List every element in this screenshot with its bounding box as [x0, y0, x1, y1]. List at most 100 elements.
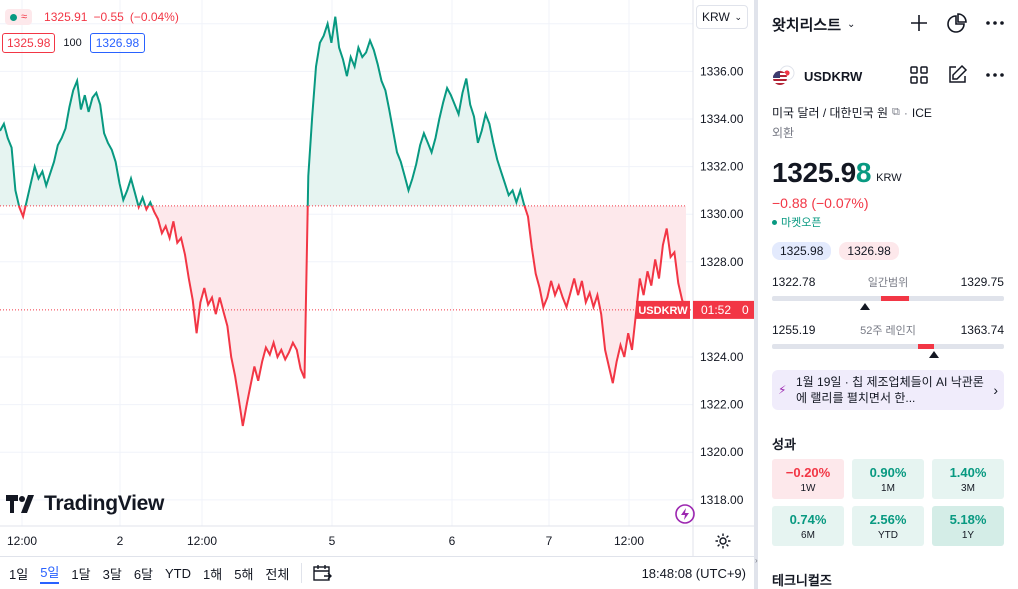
us-kr-flag-icon: [772, 65, 796, 87]
range-button[interactable]: 3달: [97, 557, 128, 589]
symbol-label-bg: [636, 300, 690, 319]
layout-grid-icon[interactable]: [908, 64, 930, 86]
lightning-icon: ⚡: [778, 383, 787, 397]
week52-range-marker-icon: [929, 351, 940, 358]
x-tick-label: 6: [449, 534, 456, 548]
tradingview-logo-icon: [6, 495, 34, 513]
symbol-description-row: 미국 달러 / 대한민국 원 ⧉ · ICE: [772, 104, 932, 121]
chevron-down-icon: ⌄: [847, 18, 856, 30]
day-range-marker-icon: [859, 303, 870, 310]
performance-cell[interactable]: 0.74% 6M: [772, 506, 844, 546]
watchlist-title-button[interactable]: 왓치리스트 ⌄: [772, 14, 1008, 34]
y-tick-label: 1324.00: [700, 350, 744, 364]
market-open-dot-icon: [772, 219, 777, 225]
x-tick-label: 7: [546, 534, 553, 548]
symbol-row: USDKRW: [772, 64, 1006, 88]
performance-value: −0.20%: [785, 464, 831, 480]
week52-range-bar: [772, 344, 1004, 358]
range-label: 1달: [71, 566, 91, 582]
week52-range-low: 1255.19: [772, 323, 816, 337]
countdown-label: 01:52: [701, 303, 731, 317]
exchange-name[interactable]: ICE: [911, 105, 932, 120]
calendar-goto-icon[interactable]: [312, 563, 333, 583]
performance-period: 1M: [881, 482, 895, 494]
range-button[interactable]: 전체: [259, 557, 295, 589]
week52-range-label: 52주 레인지: [860, 325, 916, 337]
y-tick-label: 1328.00: [700, 255, 744, 269]
price-chart[interactable]: 1338.001336.001334.001332.001330.001328.…: [0, 0, 754, 556]
chart-area[interactable]: 1338.001336.001334.001332.001330.001328.…: [0, 0, 754, 556]
more-options-icon[interactable]: [984, 64, 1006, 86]
symbol-label: USDKRW: [638, 305, 688, 317]
buy-button[interactable]: 1326.98: [89, 33, 146, 53]
legend-change: −0.55: [93, 10, 124, 24]
legend-change-pct: (−0.04%): [129, 10, 179, 24]
range-label: 3달: [102, 566, 122, 582]
range-label: 6달: [133, 566, 154, 582]
performance-cell[interactable]: 5.18% 1Y: [932, 506, 1004, 546]
bid-pill: 1325.98: [772, 242, 832, 260]
week52-range: 1255.19 52주 레인지 1363.74: [772, 322, 1004, 358]
performance-period: 1W: [800, 482, 816, 494]
news-card[interactable]: ⚡ 1월 19일 · 칩 제조업체들이 AI 낙관론에 랠리를 펼치면서 한..…: [772, 370, 1004, 410]
day-range-high: 1329.75: [960, 275, 1004, 289]
ask-pill: 1326.98: [839, 242, 899, 260]
range-button[interactable]: 6달: [128, 557, 159, 589]
gear-icon[interactable]: [714, 532, 732, 550]
range-label: 전체: [265, 566, 290, 582]
countdown-label-bg: [693, 300, 754, 319]
performance-cell[interactable]: 1.40% 3M: [932, 459, 1004, 499]
performance-cell[interactable]: 0.90% 1M: [852, 459, 924, 499]
add-symbol-icon[interactable]: [908, 12, 930, 34]
clock-timezone[interactable]: 18:48:08 (UTC+9): [641, 566, 746, 581]
range-button[interactable]: 5해: [228, 557, 259, 589]
x-tick-label: 12:00: [614, 534, 644, 548]
technicals-title[interactable]: 테크니컬즈: [772, 573, 832, 588]
panel-divider[interactable]: [754, 0, 758, 589]
week52-range-high: 1363.74: [960, 323, 1004, 337]
performance-value: 0.90%: [869, 464, 907, 480]
day-range-bar: [772, 296, 1004, 310]
external-link-icon[interactable]: ⧉: [892, 106, 900, 118]
sell-button[interactable]: 1325.98: [2, 33, 56, 53]
x-tick-label: 12:00: [187, 534, 217, 548]
performance-cell[interactable]: −0.20% 1W: [772, 459, 844, 499]
flash-icon[interactable]: [674, 503, 696, 525]
performance-title: 성과: [772, 437, 796, 452]
performance-period: YTD: [878, 529, 898, 541]
tradingview-logo[interactable]: TradingView: [6, 492, 164, 516]
currency-selector[interactable]: KRW ⌄: [696, 5, 748, 29]
price-main: 1325.9: [772, 157, 856, 188]
status-indicator[interactable]: ≈: [5, 9, 33, 25]
bid-ask-panel: 1325.98 100 1326.98: [2, 33, 146, 53]
performance-cell[interactable]: 2.56% YTD: [852, 506, 924, 546]
range-label: 5해: [234, 566, 254, 582]
brand-name: TradingView: [44, 492, 165, 515]
range-button[interactable]: 5일: [34, 557, 65, 589]
range-button[interactable]: 1달: [65, 557, 96, 589]
range-button[interactable]: 1해: [197, 557, 228, 589]
symbol-name[interactable]: USDKRW: [804, 68, 863, 84]
x-tick-label: 2: [117, 534, 124, 548]
range-button[interactable]: 1일: [3, 557, 34, 589]
market-open-dot-icon: [10, 13, 17, 21]
day-range-label: 일간범위: [867, 277, 909, 289]
watchlist-title: 왓치리스트: [772, 16, 842, 34]
pie-chart-icon[interactable]: [946, 12, 968, 34]
y-tick-label: 1320.00: [700, 445, 744, 459]
range-button[interactable]: YTD: [159, 557, 197, 589]
performance-period: 1Y: [961, 529, 975, 541]
price-currency: KRW: [876, 172, 902, 184]
chevron-right-icon: ›: [993, 382, 998, 398]
axis-value: 0: [742, 303, 749, 317]
market-status: 마켓오픈: [772, 214, 821, 230]
toolbar-divider: [301, 563, 303, 583]
performance-grid: −0.20% 1W 0.90% 1M 1.40% 3M 0.74% 6M 2.56% YTD 5.1…: [772, 459, 1004, 546]
week52-range-fill: [918, 344, 935, 349]
more-options-icon[interactable]: [984, 12, 1006, 34]
day-range-low: 1322.78: [772, 275, 816, 289]
x-tick-label: 5: [329, 534, 336, 548]
collapse-handle-icon[interactable]: ›: [755, 556, 758, 565]
edit-note-icon[interactable]: [946, 64, 968, 86]
dot-separator: ·: [903, 105, 908, 120]
